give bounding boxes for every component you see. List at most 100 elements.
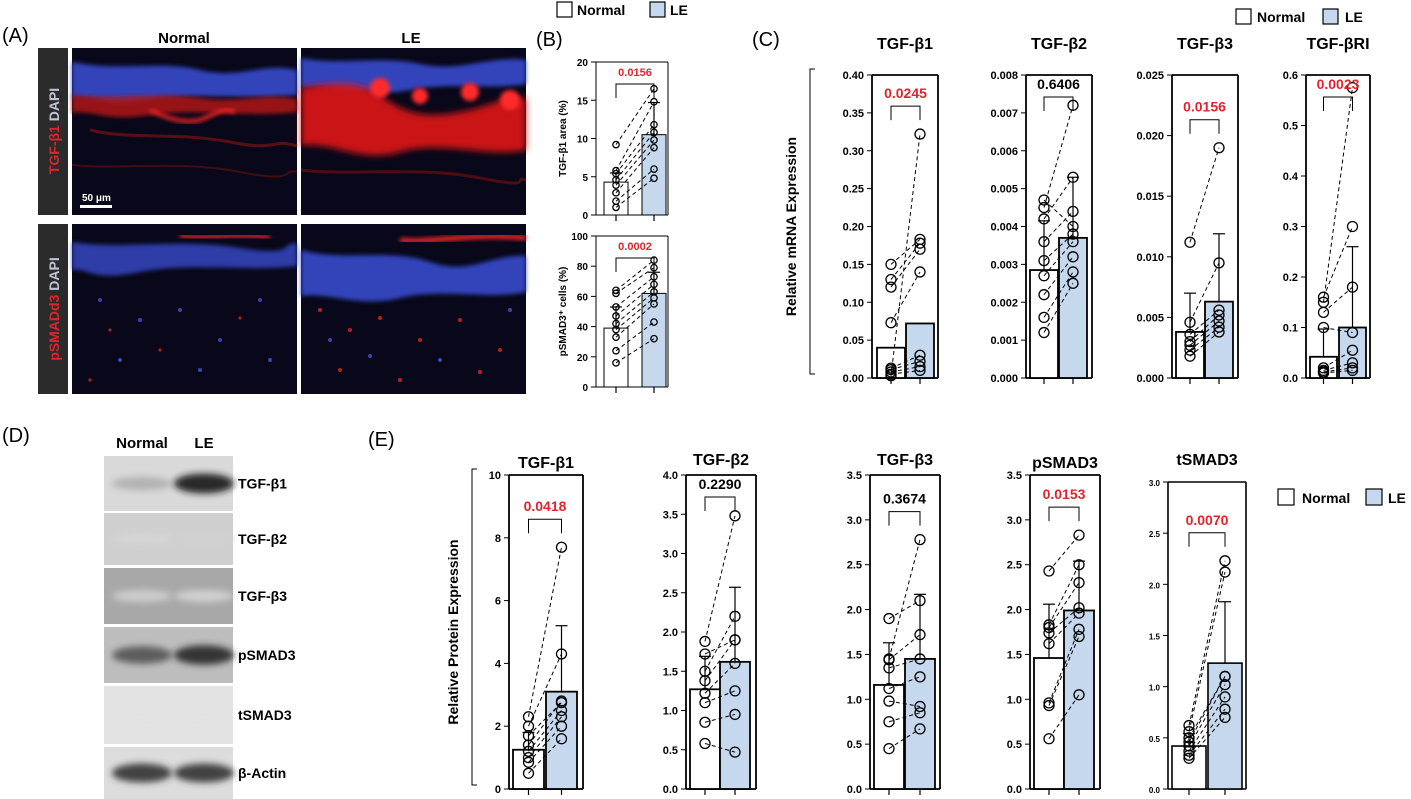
y-tick-label: 2.5 [847,560,862,572]
point-normal [1038,201,1050,214]
y-axis-brace [809,68,815,375]
y-tick-label: 0.10 [843,297,864,309]
point-le [1073,577,1085,589]
point-normal [1317,362,1330,374]
pair-connector [528,702,562,736]
y-tick-label: 2.5 [1149,530,1161,539]
y-tick-label: 0.003 [990,259,1018,271]
y-tick-label: 80 [577,262,589,273]
y-tick-label: 0.0 [1149,786,1161,795]
y-tick-label: 1.5 [663,666,678,678]
y-tick-label: 1.0 [663,706,678,718]
pair-connector [615,124,655,174]
point-normal [885,258,897,271]
y-axis-brace [471,468,477,786]
point-le [1213,142,1225,154]
point-normal [699,737,711,750]
blot-band-le [174,645,234,665]
chart-title: TGF-β2 [693,452,749,469]
y-tick-label: 1.5 [1149,633,1161,642]
y-tick-label: 0.5 [1283,121,1298,133]
chart-c2: 0.000 0.001 0.002 0.003 0.004 0.005 0.006 0.007… [990,36,1093,385]
micrograph-tgf-normal: 50 μm [71,48,298,215]
pair-connector [1048,629,1080,704]
pair-connector [615,338,655,364]
y-tick-label: 6 [495,596,501,608]
pair-connector [704,713,736,723]
point-le [729,708,741,721]
y-tick-label: 1.0 [1149,684,1161,693]
legend-normal-label: Normal [1302,490,1350,506]
point-normal [1183,749,1195,761]
pair-connector [1048,694,1080,740]
point-normal [699,665,711,677]
point-normal [883,612,895,625]
y-tick-label: 0.006 [990,146,1018,158]
chart-b2: 0 20 40 60 80 100 0.0002 pSMAD3⁺ cells (%) [558,232,669,394]
pair-connector [890,354,921,369]
point-normal [1038,289,1050,301]
pair-connector [1043,176,1074,220]
y-tick-label: 0 [495,784,501,796]
y-tick-label: 3.0 [663,549,678,561]
pair-connector [615,303,655,338]
pair-connector [1189,147,1220,243]
pair-connector [888,700,921,707]
point-normal [885,281,897,293]
y-axis-label: Relative mRNA Expression [783,137,799,316]
legend-normal-swatch [1235,8,1252,25]
y-tick-label: 0.3 [1283,222,1298,234]
blot-band-le [174,590,234,602]
point-normal [522,745,535,757]
legend-normal-label: Normal [1257,9,1305,25]
legend-top-b: Normal LE [556,1,688,18]
point-normal [612,188,620,197]
significance-bracket [704,496,736,511]
point-normal [1038,326,1050,339]
legend-le-label: LE [670,2,688,18]
point-le [1213,321,1225,333]
y-tick-label: 2.5 [1007,560,1022,572]
point-le [914,533,926,546]
pair-connector [704,690,736,704]
bar-normal [1033,657,1065,790]
pair-connector [615,177,655,208]
row-counterstain-dapi: DAPI [46,88,62,121]
pair-connector [1048,612,1080,645]
blot-strip: TGF-β1 [104,456,287,511]
point-le [1213,257,1225,269]
point-le [1067,266,1079,278]
y-tick-label: 0.2 [1283,272,1298,284]
point-normal [699,687,711,699]
y-tick-label: 0.008 [990,70,1018,82]
y-tick-label: 2.0 [1007,605,1022,617]
y-axis-label: Relative Protein Expression [445,539,461,724]
panel-label-b: (B) [536,29,563,51]
chart-title: tSMAD3 [1176,452,1237,469]
point-le [1346,357,1359,369]
y-tick-label: 0.5 [1007,739,1022,751]
panel-a: Normal LE TGF-β1 DAPI pSMADd3 DAPI 50 μm [38,30,527,394]
point-normal [1183,752,1195,764]
y-tick-label: 60 [577,292,589,303]
legend-le-swatch [649,1,666,18]
pair-connector [615,283,655,317]
point-le [1067,251,1079,263]
blot-band-le [174,533,234,545]
pair-connector [1048,582,1080,628]
point-le [650,280,658,289]
y-tick-label: 0.4 [1283,171,1299,183]
p-value-label: 0.0156 [618,67,652,79]
point-le [729,634,741,646]
chart-title: TGF-βRI [1306,36,1369,53]
blot-strip: TGF-β2 [104,513,287,565]
y-tick-label: 2.0 [663,627,678,639]
legend-normal-swatch [1277,488,1295,506]
y-tick-label: 2.5 [663,588,678,600]
chart-title: TGF-β2 [1031,36,1087,53]
blot-band-normal [112,709,172,721]
legend-top-c: Normal LE [1235,8,1363,25]
blot-band-le [174,473,234,494]
point-normal [1184,335,1196,348]
